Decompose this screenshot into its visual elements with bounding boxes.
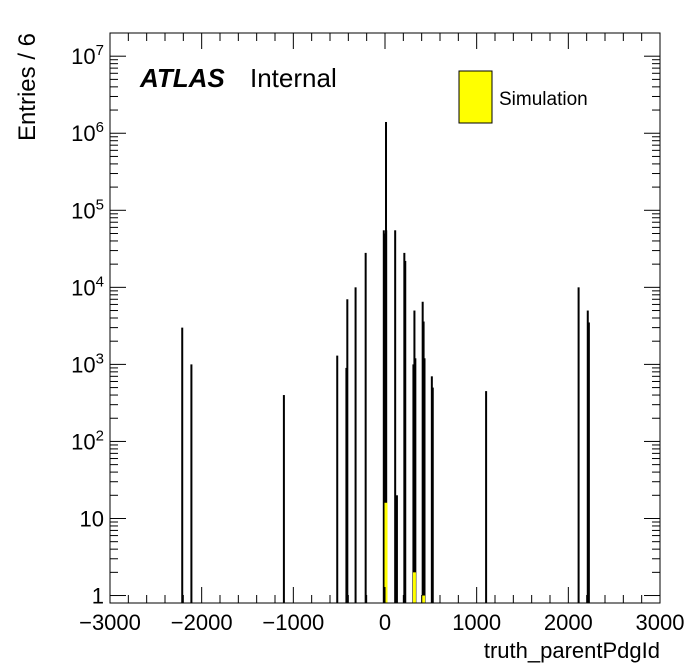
- status-label: Internal: [250, 63, 337, 93]
- histogram-bar: [414, 358, 417, 603]
- legend-label-simulation: Simulation: [499, 89, 588, 110]
- x-tick-label: 2000: [544, 610, 593, 635]
- y-tick-label: 106: [71, 119, 104, 146]
- histogram-bar: [385, 230, 388, 603]
- y-tick-label: 105: [71, 196, 104, 223]
- histogram-bar: [577, 287, 580, 603]
- histogram-bar: [364, 252, 367, 604]
- x-axis-ticks: [109, 33, 661, 603]
- x-tick-label: 3000: [636, 610, 685, 635]
- x-axis-tick-labels: −3000 −2000 −1000 0 1000 2000 3000: [79, 610, 684, 635]
- atlas-label: ATLAS: [139, 63, 225, 93]
- histogram-bar: [404, 260, 407, 603]
- x-axis-label: truth_parentPdgId: [484, 638, 660, 663]
- y-tick-label: 10: [80, 506, 104, 531]
- histogram-bar: [412, 364, 415, 603]
- simulation-fill-bars: [384, 502, 426, 603]
- y-tick-label: 1: [92, 584, 104, 609]
- x-tick-label: 0: [379, 610, 391, 635]
- histogram-bar: [354, 287, 357, 603]
- simulation-fill-bar: [422, 595, 426, 603]
- legend-swatch-simulation: [458, 70, 493, 124]
- histogram-bar: [394, 230, 397, 603]
- x-tick-label: −3000: [79, 610, 141, 635]
- histogram-bar: [190, 364, 193, 603]
- histogram-bar: [382, 233, 385, 604]
- histogram-bar: [181, 327, 184, 603]
- histogram-bar: [431, 387, 434, 603]
- x-tick-label: −2000: [171, 610, 233, 635]
- simulation-fill-bar: [384, 502, 388, 603]
- histogram-bar: [485, 391, 488, 603]
- histogram-bar: [346, 299, 349, 603]
- simulation-fill-bar: [412, 572, 416, 603]
- y-tick-label: 102: [71, 427, 104, 454]
- histogram-bar: [423, 358, 426, 603]
- y-tick-label: 103: [71, 350, 104, 377]
- y-tick-label: 104: [71, 273, 104, 300]
- histogram-bar: [395, 495, 398, 603]
- histogram-bar: [587, 322, 590, 603]
- y-tick-label: 107: [71, 42, 104, 69]
- x-tick-label: −1000: [262, 610, 324, 635]
- y-axis-ticks: [110, 32, 660, 597]
- x-tick-label: 1000: [452, 610, 501, 635]
- histogram-bar: [586, 310, 589, 603]
- histogram-bar: [282, 395, 285, 603]
- histogram-bars: [181, 121, 590, 604]
- y-axis-tick-labels: 1 10 102 103 104 105 106 107: [71, 42, 104, 608]
- histogram-bar: [336, 355, 339, 603]
- y-axis-label: Entries / 6: [14, 33, 41, 141]
